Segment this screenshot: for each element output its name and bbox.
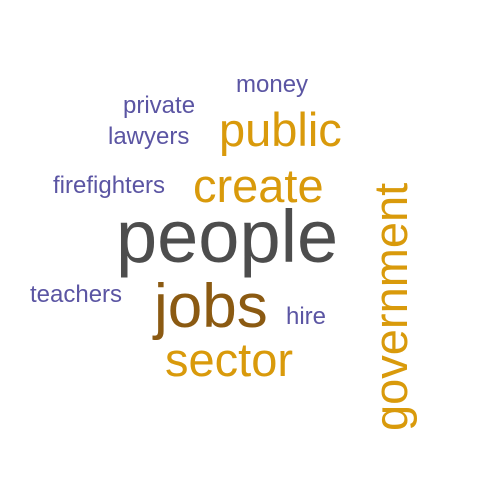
word-lawyers: lawyers	[108, 123, 190, 150]
word-firefighters: firefighters	[53, 172, 166, 199]
word-hire: hire	[286, 303, 327, 330]
word-private: private	[123, 92, 196, 119]
word-teachers: teachers	[30, 281, 123, 308]
word-money: money	[236, 71, 309, 98]
word-jobs: jobs	[154, 272, 268, 341]
word-government: government	[364, 182, 417, 431]
word-sector: sector	[165, 333, 293, 386]
word-people: people	[116, 195, 339, 278]
word-create: create	[193, 159, 324, 212]
word-public: public	[219, 103, 342, 156]
